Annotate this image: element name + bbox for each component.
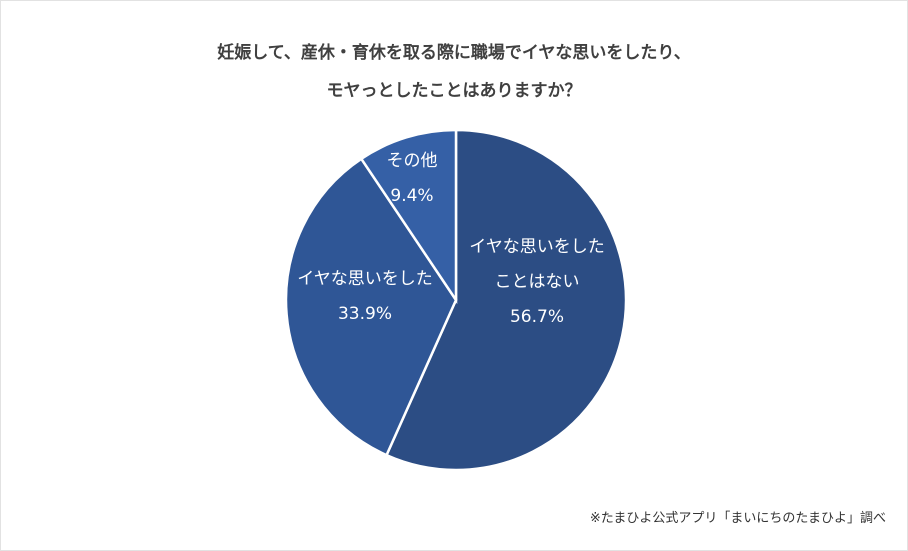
slice-category-label: その他: [387, 151, 438, 171]
slice-category-label: イヤな思いをした: [469, 237, 605, 257]
slice-value-label: 56.7%: [510, 307, 564, 327]
chart-title-line-1: 妊娠して、産休・育休を取る際に職場でイヤな思いをしたり、: [217, 43, 691, 63]
pie-slice-1: [284, 157, 458, 457]
pie-slice-2: [359, 128, 458, 305]
source-note: ※たまひよ公式アプリ「まいにちのたまひよ」調べ: [589, 511, 886, 526]
slice-value-label: 33.9%: [338, 304, 392, 324]
slice-category-label: イヤな思いをした: [297, 269, 433, 289]
chart-title-line-2: モヤっとしたことはありますか？: [326, 81, 582, 101]
pie-slice-0: [384, 128, 628, 472]
slice-category-label: ことはない: [495, 272, 580, 292]
slice-value-label: 9.4%: [390, 186, 433, 206]
